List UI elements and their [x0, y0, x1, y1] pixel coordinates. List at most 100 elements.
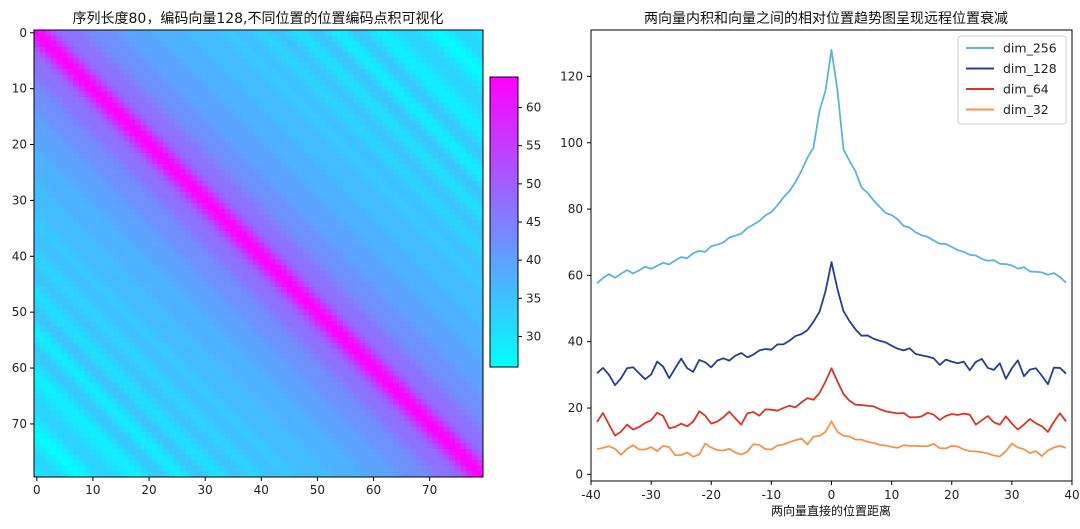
heatmap-cell	[168, 348, 175, 355]
heatmap-cell	[112, 141, 119, 148]
heatmap-cell	[73, 259, 80, 266]
heatmap-cell	[269, 259, 276, 266]
heatmap-cell	[348, 35, 355, 42]
heatmap-cell	[78, 348, 85, 355]
heatmap-cell	[95, 253, 102, 260]
heatmap-cell	[62, 320, 69, 327]
heatmap-cell	[454, 314, 461, 321]
heatmap-cell	[34, 30, 40, 36]
heatmap-cell	[56, 158, 63, 165]
heatmap-cell	[247, 30, 254, 36]
heatmap-cell	[207, 281, 214, 288]
heatmap-cell	[230, 247, 237, 254]
heatmap-cell	[320, 119, 327, 126]
heatmap-cell	[56, 376, 63, 383]
heatmap-cell	[123, 52, 130, 59]
heatmap-cell	[84, 281, 91, 288]
heatmap-cell	[449, 219, 456, 226]
heatmap-cell	[477, 236, 484, 243]
heatmap-cell	[106, 69, 113, 76]
heatmap-cell	[348, 331, 355, 338]
heatmap-cell	[78, 225, 85, 232]
heatmap-cell	[185, 309, 192, 316]
heatmap-cell	[174, 164, 181, 171]
heatmap-cell	[393, 303, 400, 310]
heatmap-cell	[337, 326, 344, 333]
heatmap-cell	[292, 370, 299, 377]
heatmap-cell	[337, 314, 344, 321]
heatmap-cell	[359, 41, 366, 48]
heatmap-cell	[185, 214, 192, 221]
heatmap-cell	[297, 113, 304, 120]
heatmap-cell	[303, 152, 310, 159]
heatmap-cell	[454, 46, 461, 53]
heatmap-cell	[331, 303, 338, 310]
heatmap-cell	[280, 147, 287, 154]
heatmap-cell	[101, 158, 108, 165]
heatmap-cell	[90, 46, 97, 53]
heatmap-cell	[191, 298, 198, 305]
heatmap-cell	[196, 130, 203, 137]
heatmap-cell	[146, 354, 153, 361]
heatmap-cell	[146, 35, 153, 42]
heatmap-cell	[337, 303, 344, 310]
heatmap-cell	[73, 225, 80, 232]
heatmap-cell	[426, 219, 433, 226]
heatmap-cell	[258, 287, 265, 293]
heatmap-cell	[337, 208, 344, 215]
heatmap-cell	[421, 57, 428, 64]
heatmap-cell	[174, 197, 181, 204]
heatmap-cell	[202, 253, 209, 260]
heatmap-cell	[213, 130, 220, 137]
heatmap-cell	[157, 169, 164, 176]
heatmap-cell	[359, 208, 366, 215]
heatmap-cell	[163, 231, 170, 238]
heatmap-cell	[426, 152, 433, 159]
heatmap-cell	[331, 192, 338, 198]
heatmap-cell	[56, 91, 63, 98]
heatmap-cell	[247, 354, 254, 361]
heatmap-cell	[348, 130, 355, 137]
heatmap-cell	[297, 35, 304, 42]
heatmap-cell	[454, 359, 461, 366]
heatmap-cell	[146, 141, 153, 148]
heatmap-cell	[415, 354, 422, 361]
heatmap-cell	[421, 331, 428, 338]
heatmap-cell	[174, 331, 181, 338]
heatmap-cell	[106, 91, 113, 98]
heatmap-cell	[247, 359, 254, 366]
heatmap-cell	[471, 236, 478, 243]
heatmap-cell	[39, 169, 46, 176]
heatmap-cell	[241, 80, 248, 87]
heatmap-cell	[50, 30, 57, 36]
heatmap-cell	[163, 326, 170, 333]
heatmap-cell	[365, 236, 372, 243]
heatmap-cell	[129, 180, 136, 187]
heatmap-cell	[426, 287, 433, 293]
heatmap-cell	[146, 197, 153, 204]
heatmap-cell	[314, 74, 321, 81]
heatmap-cell	[135, 197, 141, 204]
heatmap-cell	[207, 275, 214, 282]
heatmap-cell	[50, 225, 57, 232]
heatmap-cell	[269, 113, 276, 120]
heatmap-cell	[135, 259, 141, 266]
heatmap-cell	[112, 186, 119, 193]
heatmap-cell	[264, 370, 271, 377]
heatmap-cell	[286, 30, 293, 36]
heatmap-cell	[365, 247, 372, 254]
heatmap-cell	[387, 119, 394, 126]
heatmap-cell	[191, 175, 198, 182]
heatmap-cell	[179, 152, 186, 159]
heatmap-cell	[269, 354, 276, 361]
heatmap-cell	[415, 180, 422, 187]
heatmap-cell	[477, 320, 484, 327]
heatmap-cell	[292, 354, 299, 361]
heatmap-cell	[224, 175, 231, 182]
heatmap-cell	[393, 180, 400, 187]
heatmap-cell	[174, 298, 181, 305]
heatmap-cell	[78, 30, 85, 36]
heatmap-cell	[264, 331, 271, 338]
heatmap-cell	[398, 85, 405, 92]
heatmap-cell	[73, 80, 80, 87]
